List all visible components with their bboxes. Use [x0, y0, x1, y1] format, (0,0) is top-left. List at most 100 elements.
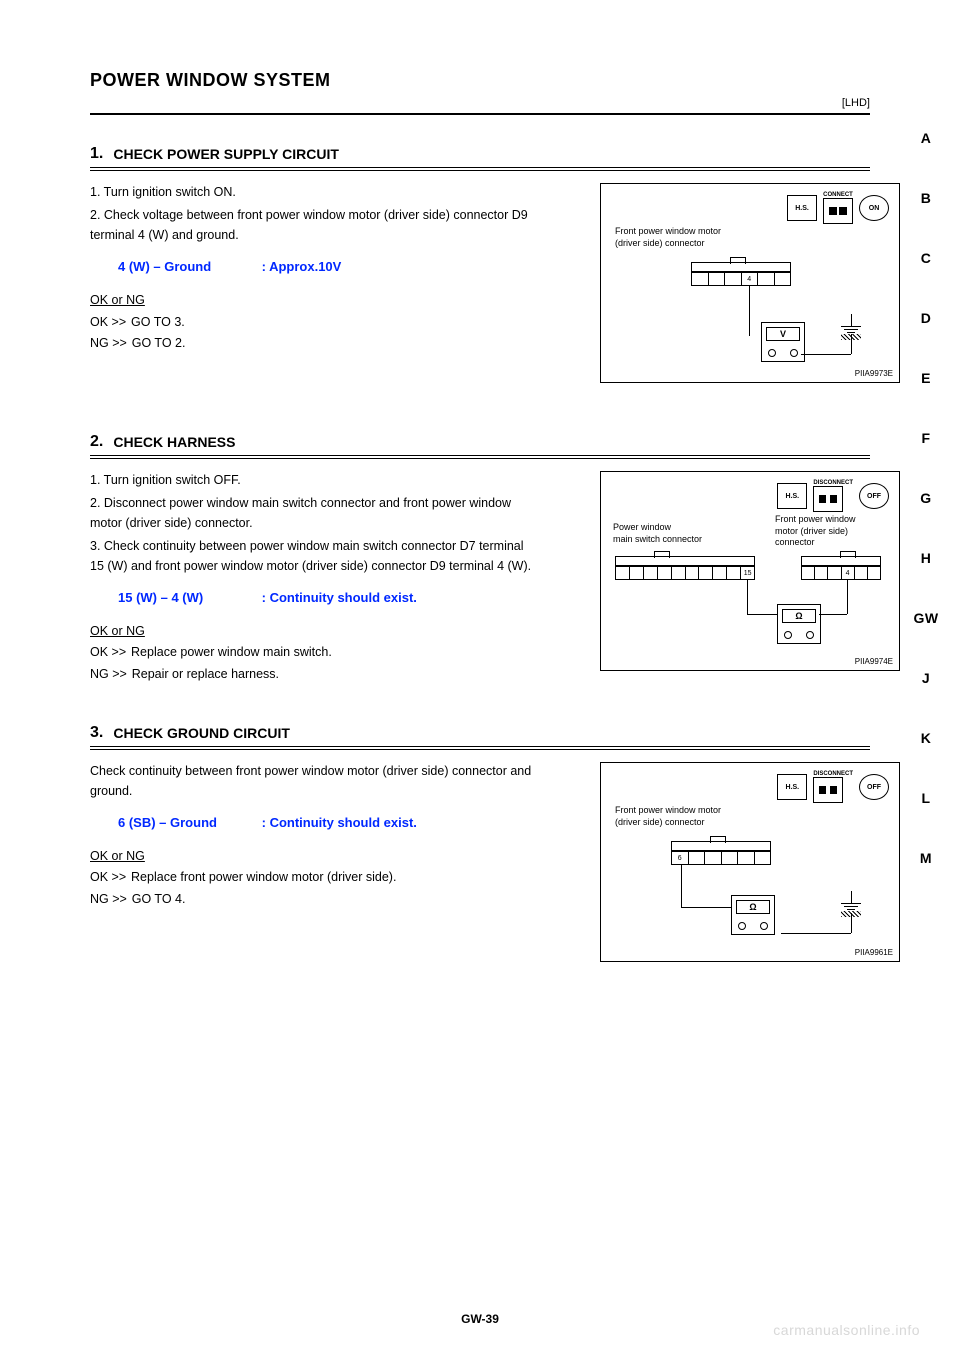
page-code: [LHD] — [90, 97, 870, 109]
connector-icon — [813, 486, 843, 512]
measurement-lhs: 6 (SB) – Ground — [118, 813, 258, 833]
step-rule — [90, 746, 870, 747]
result-label: NG — [90, 336, 109, 350]
step-1-instruction-1: 1. Turn ignition switch ON. — [90, 183, 540, 202]
tab-f[interactable]: F — [912, 430, 940, 446]
connector-terminal-4: 4 — [842, 566, 855, 580]
tab-g[interactable]: G — [912, 490, 940, 506]
diagram-2: H.S. DISCONNECT OFF Power window main sw… — [600, 471, 900, 671]
tab-j[interactable]: J — [912, 670, 940, 686]
measurement-rhs: : Approx.10V — [262, 259, 342, 274]
step-3-measurement: 6 (SB) – Ground : Continuity should exis… — [118, 813, 540, 833]
step-1: 1. CHECK POWER SUPPLY CIRCUIT 1. Turn ig… — [90, 145, 900, 393]
result-text: Replace power window main switch. — [131, 645, 332, 659]
step-3-title: CHECK GROUND CIRCUIT — [113, 725, 290, 741]
connector-terminal-15: 15 — [741, 566, 755, 580]
side-tabs: A B C D E F G H GW J K L M — [912, 130, 940, 910]
result-label: NG — [90, 667, 109, 681]
ground-icon — [841, 314, 861, 340]
diagram-3-code: PIIA9961E — [855, 948, 893, 957]
step-rule — [90, 170, 870, 171]
result-text: GO TO 2. — [132, 336, 186, 350]
step-2-instruction-1: 1. Turn ignition switch OFF. — [90, 471, 540, 490]
diagram-1-code: PIIA9973E — [855, 369, 893, 378]
result-ok: OK >> Replace power window main switch. — [90, 643, 540, 662]
diagram-1: H.S. CONNECT ON Front power window motor… — [600, 183, 900, 383]
result-okng: OK or NG — [90, 291, 540, 310]
tab-l[interactable]: L — [912, 790, 940, 806]
tab-h[interactable]: H — [912, 550, 940, 566]
result-ok: OK >> GO TO 3. — [90, 313, 540, 332]
result-okng: OK or NG — [90, 622, 540, 641]
result-ok: OK >> Replace front power window motor (… — [90, 868, 540, 887]
header-rule — [90, 113, 870, 115]
connector-terminal-4: 4 — [742, 272, 759, 286]
ignition-icon: ON — [859, 195, 889, 221]
meter-symbol: Ω — [736, 900, 770, 914]
diagram-2-caption-left: Power window main switch connector — [613, 522, 702, 545]
measurement-lhs: 4 (W) – Ground — [118, 257, 258, 277]
step-2-instruction-3: 3. Check continuity between power window… — [90, 537, 540, 576]
result-text: GO TO 3. — [131, 315, 185, 329]
diagram-2-code: PIIA9974E — [855, 657, 893, 666]
connector-terminal-6: 6 — [671, 851, 689, 865]
step-3: 3. CHECK GROUND CIRCUIT Check continuity… — [90, 724, 900, 972]
step-1-number: 1. — [90, 145, 103, 163]
step-rule — [90, 749, 870, 750]
hs-icon: H.S. — [777, 483, 807, 509]
measurement-lhs: 15 (W) – 4 (W) — [118, 588, 258, 608]
result-ng: NG >> Repair or replace harness. — [90, 665, 540, 684]
arrow-icon: >> — [112, 890, 128, 909]
measurement-rhs: : Continuity should exist. — [262, 815, 417, 830]
tab-a[interactable]: A — [912, 130, 940, 146]
step-2-measurement: 15 (W) – 4 (W) : Continuity should exist… — [118, 588, 540, 608]
hs-icon: H.S. — [777, 774, 807, 800]
result-label: NG — [90, 892, 109, 906]
step-1-instruction-2: 2. Check voltage between front power win… — [90, 206, 540, 245]
page-title: POWER WINDOW SYSTEM — [90, 70, 331, 91]
tab-c[interactable]: C — [912, 250, 940, 266]
result-ng: NG >> GO TO 4. — [90, 890, 540, 909]
ohmmeter: Ω — [731, 895, 775, 935]
tab-m[interactable]: M — [912, 850, 940, 866]
tab-b[interactable]: B — [912, 190, 940, 206]
diagram-3-caption: Front power window motor (driver side) c… — [615, 805, 721, 828]
tab-e[interactable]: E — [912, 370, 940, 386]
diagram-3: H.S. DISCONNECT OFF Front power window m… — [600, 762, 900, 962]
tab-k[interactable]: K — [912, 730, 940, 746]
tab-gw[interactable]: GW — [912, 610, 940, 626]
arrow-icon: >> — [112, 643, 128, 662]
step-2-instruction-2: 2. Disconnect power window main switch c… — [90, 494, 540, 533]
result-label: OK — [90, 870, 108, 884]
result-label: OK — [90, 315, 108, 329]
step-1-title: CHECK POWER SUPPLY CIRCUIT — [113, 146, 339, 162]
page-number: GW-39 — [461, 1312, 499, 1326]
ohmmeter: Ω — [777, 604, 821, 644]
ground-icon — [841, 891, 861, 917]
step-rule — [90, 167, 870, 168]
result-text: GO TO 4. — [132, 892, 186, 906]
diagram-1-caption: Front power window motor (driver side) c… — [615, 226, 721, 249]
meter-symbol: Ω — [782, 609, 816, 623]
step-3-instruction-1: Check continuity between front power win… — [90, 762, 540, 801]
voltmeter: V — [761, 322, 805, 362]
connect-label: CONNECT — [823, 192, 853, 198]
disconnect-label: DISCONNECT — [813, 480, 853, 486]
ignition-icon: OFF — [859, 483, 889, 509]
arrow-icon: >> — [112, 334, 128, 353]
hs-icon: H.S. — [787, 195, 817, 221]
result-text: Replace front power window motor (driver… — [131, 870, 396, 884]
meter-symbol: V — [766, 327, 800, 341]
step-3-number: 3. — [90, 724, 103, 742]
tab-d[interactable]: D — [912, 310, 940, 326]
arrow-icon: >> — [112, 313, 128, 332]
result-okng: OK or NG — [90, 847, 540, 866]
disconnect-label: DISCONNECT — [813, 771, 853, 777]
measurement-rhs: : Continuity should exist. — [262, 590, 417, 605]
step-2: 2. CHECK HARNESS 1. Turn ignition switch… — [90, 433, 900, 684]
step-2-number: 2. — [90, 433, 103, 451]
step-rule — [90, 455, 870, 456]
connector-icon — [823, 198, 853, 224]
ignition-icon: OFF — [859, 774, 889, 800]
result-label: OK — [90, 645, 108, 659]
